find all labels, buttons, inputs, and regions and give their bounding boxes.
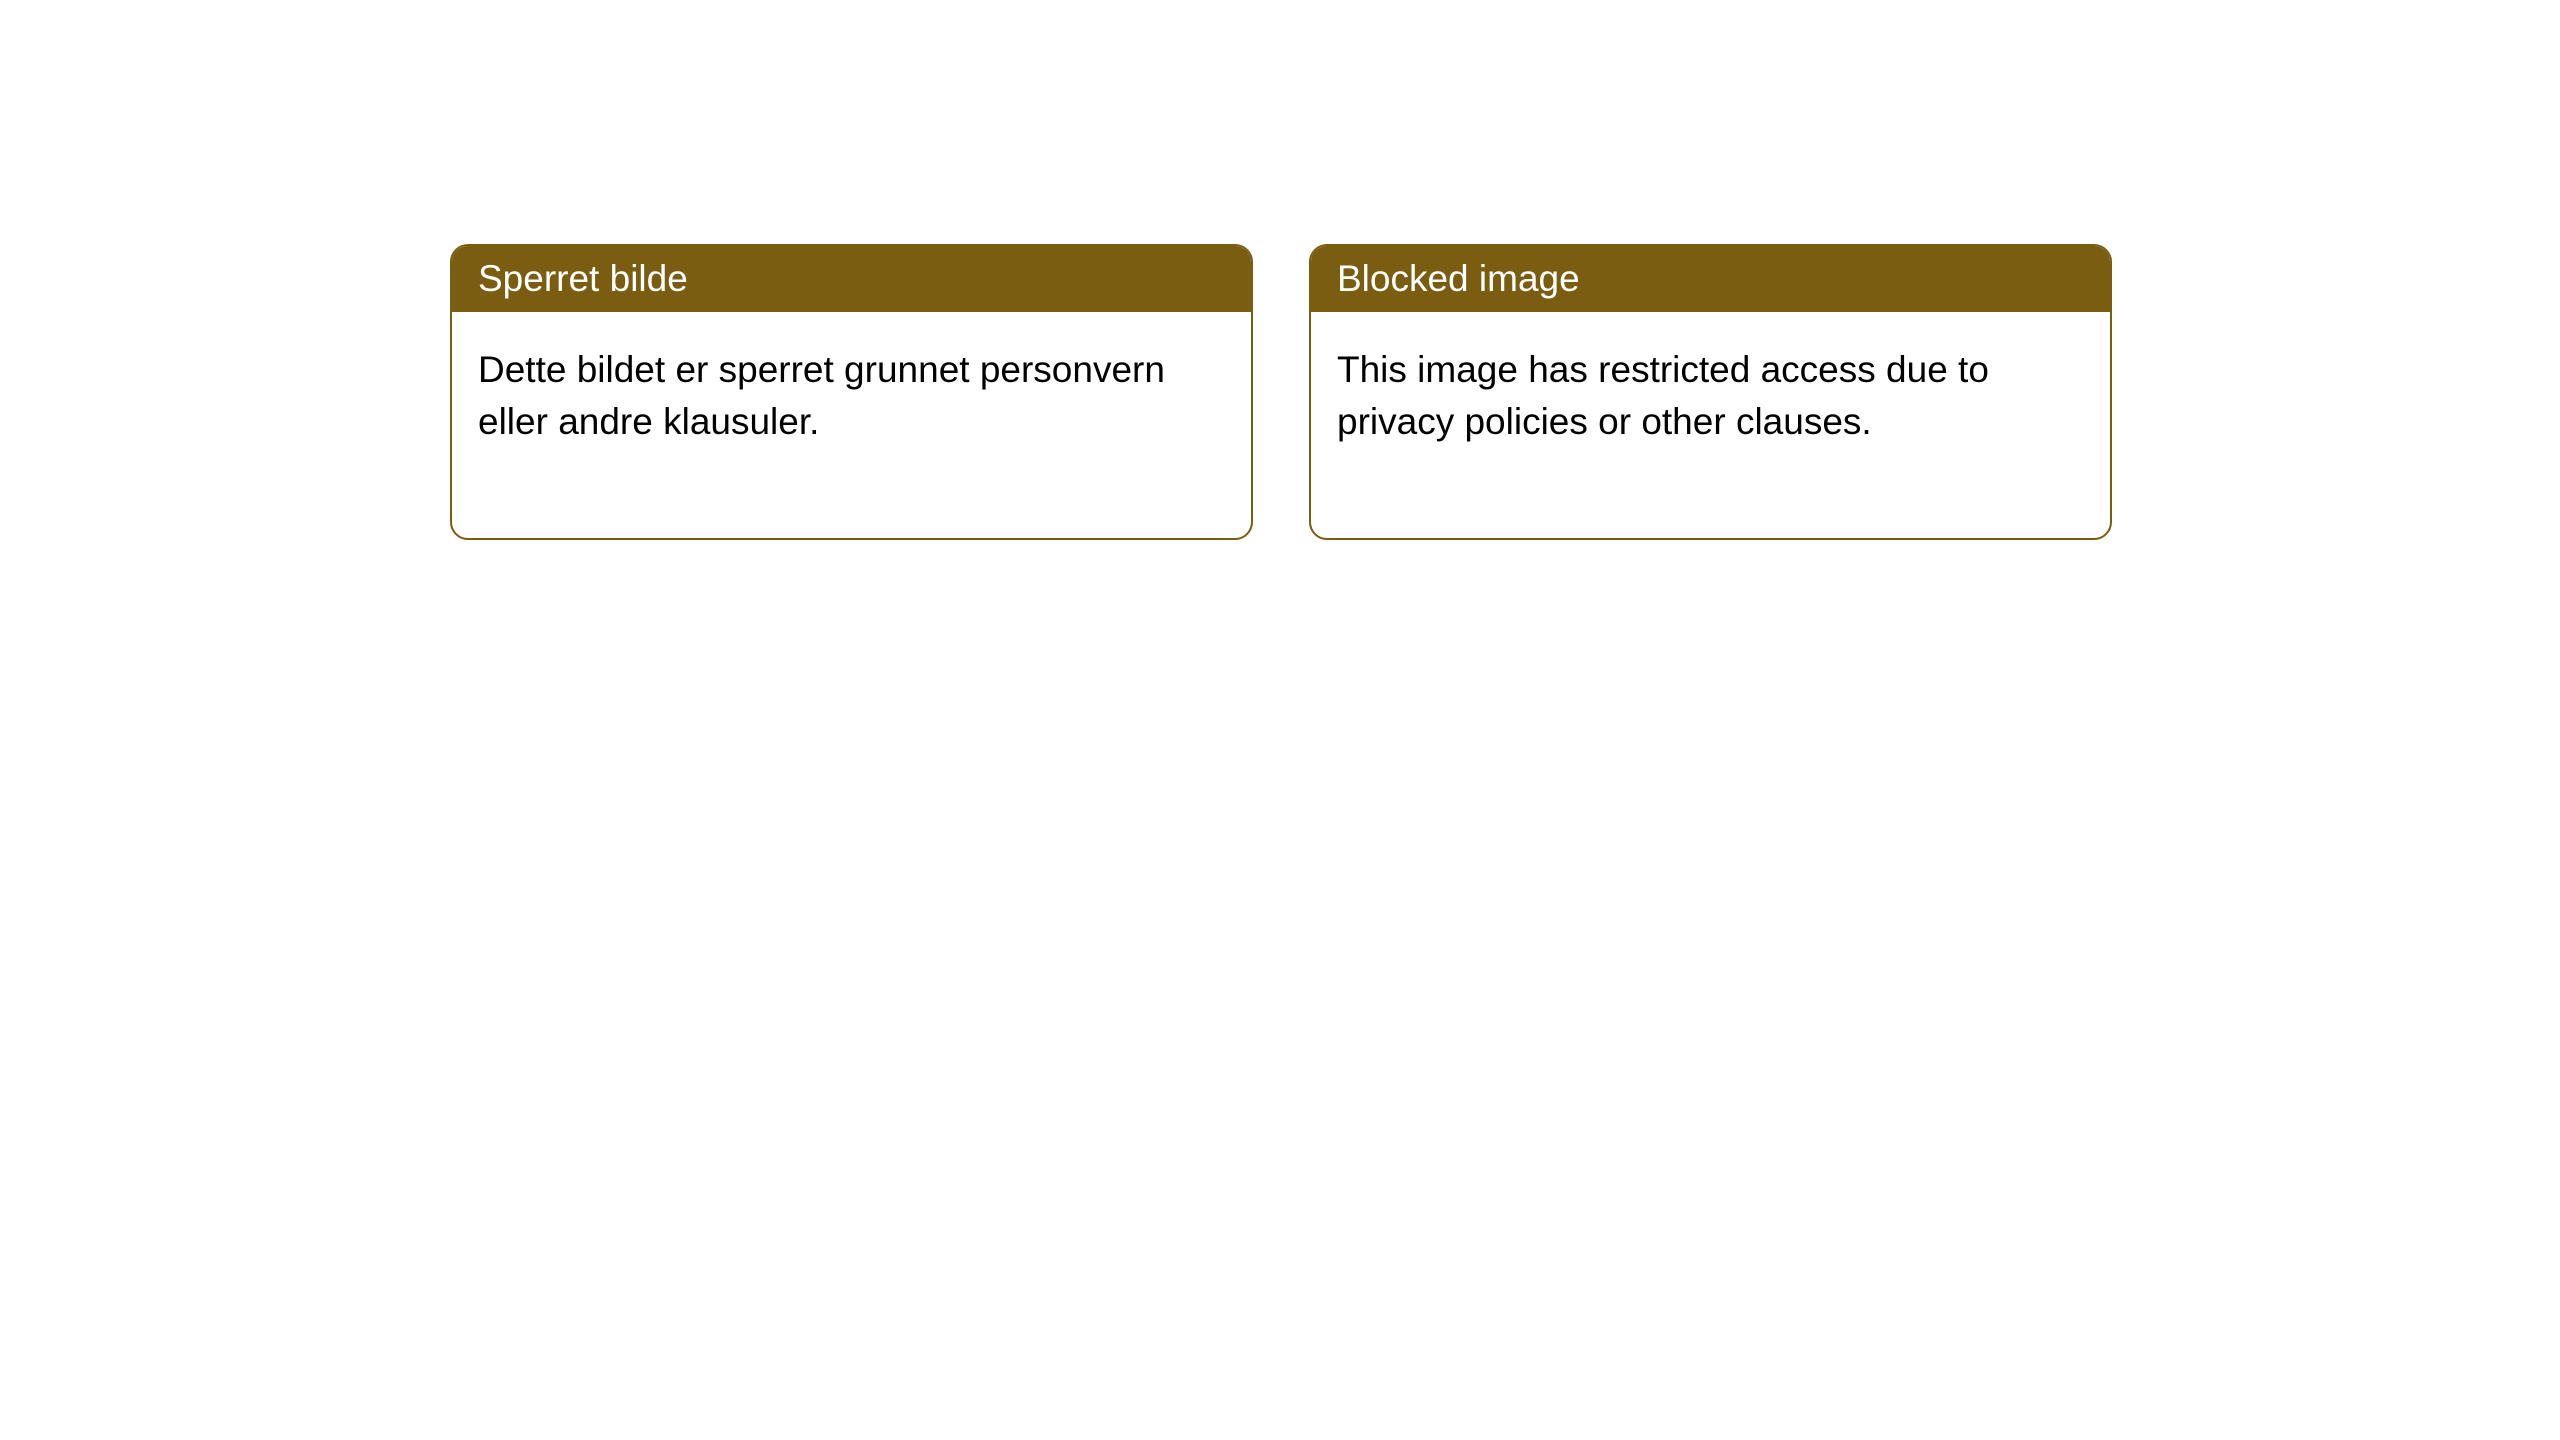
- notice-title: Sperret bilde: [478, 258, 688, 299]
- notice-body: Dette bildet er sperret grunnet personve…: [452, 312, 1251, 538]
- notice-body-text: This image has restricted access due to …: [1337, 349, 1989, 442]
- notice-header: Sperret bilde: [452, 246, 1251, 312]
- notice-box-norwegian: Sperret bilde Dette bildet er sperret gr…: [450, 244, 1253, 540]
- notice-body-text: Dette bildet er sperret grunnet personve…: [478, 349, 1165, 442]
- notice-header: Blocked image: [1311, 246, 2110, 312]
- notice-container: Sperret bilde Dette bildet er sperret gr…: [0, 0, 2560, 540]
- notice-box-english: Blocked image This image has restricted …: [1309, 244, 2112, 540]
- notice-body: This image has restricted access due to …: [1311, 312, 2110, 538]
- notice-title: Blocked image: [1337, 258, 1580, 299]
